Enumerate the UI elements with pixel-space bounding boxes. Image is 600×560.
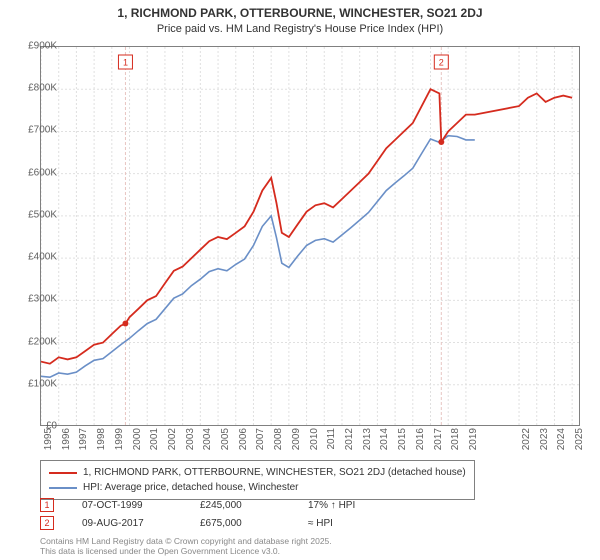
legend-row-hpi: HPI: Average price, detached house, Winc… bbox=[49, 480, 466, 495]
x-tick-label: 2024 bbox=[556, 428, 567, 456]
x-tick-label: 2011 bbox=[326, 428, 337, 456]
x-tick-label: 2025 bbox=[574, 428, 585, 456]
chart-title: 1, RICHMOND PARK, OTTERBOURNE, WINCHESTE… bbox=[0, 0, 600, 22]
legend-swatch-hpi bbox=[49, 487, 77, 489]
x-tick-label: 2016 bbox=[415, 428, 426, 456]
chart-subtitle: Price paid vs. HM Land Registry's House … bbox=[0, 22, 600, 36]
legend-label-price: 1, RICHMOND PARK, OTTERBOURNE, WINCHESTE… bbox=[83, 465, 466, 480]
event-date-2: 09-AUG-2017 bbox=[82, 518, 172, 529]
chart-container: 1, RICHMOND PARK, OTTERBOURNE, WINCHESTE… bbox=[0, 0, 600, 560]
x-tick-label: 2008 bbox=[273, 428, 284, 456]
x-tick-label: 2002 bbox=[167, 428, 178, 456]
x-tick-label: 2019 bbox=[468, 428, 479, 456]
event-row-1: 1 07-OCT-1999 £245,000 17% ↑ HPI bbox=[40, 498, 388, 512]
y-tick-label: £500K bbox=[28, 209, 57, 220]
event-note-2: ≈ HPI bbox=[308, 518, 388, 529]
x-tick-label: 2006 bbox=[238, 428, 249, 456]
event-marker-2: 2 bbox=[40, 516, 54, 530]
x-tick-label: 1997 bbox=[78, 428, 89, 456]
event-row-2: 2 09-AUG-2017 £675,000 ≈ HPI bbox=[40, 516, 388, 530]
event-date-1: 07-OCT-1999 bbox=[82, 500, 172, 511]
event-marker-1: 1 bbox=[40, 498, 54, 512]
x-tick-label: 2004 bbox=[202, 428, 213, 456]
x-tick-label: 2013 bbox=[362, 428, 373, 456]
x-tick-label: 2014 bbox=[379, 428, 390, 456]
legend-label-hpi: HPI: Average price, detached house, Winc… bbox=[83, 480, 299, 495]
y-tick-label: £400K bbox=[28, 252, 57, 263]
legend-row-price: 1, RICHMOND PARK, OTTERBOURNE, WINCHESTE… bbox=[49, 465, 466, 480]
x-tick-label: 2015 bbox=[397, 428, 408, 456]
event-note-1: 17% ↑ HPI bbox=[308, 500, 388, 511]
x-tick-label: 1999 bbox=[114, 428, 125, 456]
event-price-2: £675,000 bbox=[200, 518, 280, 529]
x-tick-label: 2017 bbox=[433, 428, 444, 456]
footer-attribution: Contains HM Land Registry data © Crown c… bbox=[40, 536, 332, 556]
x-tick-label: 2018 bbox=[450, 428, 461, 456]
x-tick-label: 2022 bbox=[521, 428, 532, 456]
footer-line-1: Contains HM Land Registry data © Crown c… bbox=[40, 536, 332, 546]
legend-swatch-price bbox=[49, 472, 77, 474]
x-tick-label: 2003 bbox=[185, 428, 196, 456]
x-tick-label: 1996 bbox=[61, 428, 72, 456]
x-tick-label: 2012 bbox=[344, 428, 355, 456]
svg-text:2: 2 bbox=[439, 58, 444, 68]
y-tick-label: £100K bbox=[28, 378, 57, 389]
footer-line-2: This data is licensed under the Open Gov… bbox=[40, 546, 332, 556]
x-tick-label: 2001 bbox=[149, 428, 160, 456]
event-price-1: £245,000 bbox=[200, 500, 280, 511]
svg-text:1: 1 bbox=[123, 58, 128, 68]
y-tick-label: £600K bbox=[28, 167, 57, 178]
y-tick-label: £300K bbox=[28, 294, 57, 305]
x-tick-label: 2007 bbox=[255, 428, 266, 456]
x-tick-label: 2009 bbox=[291, 428, 302, 456]
y-tick-label: £200K bbox=[28, 336, 57, 347]
y-tick-label: £900K bbox=[28, 41, 57, 52]
x-tick-label: 2005 bbox=[220, 428, 231, 456]
x-tick-label: 2000 bbox=[132, 428, 143, 456]
plot-svg: 12 bbox=[41, 47, 581, 427]
x-tick-label: 1998 bbox=[96, 428, 107, 456]
y-tick-label: £700K bbox=[28, 125, 57, 136]
plot-area: 12 bbox=[40, 46, 580, 426]
y-tick-label: £800K bbox=[28, 83, 57, 94]
x-tick-label: 1995 bbox=[43, 428, 54, 456]
events-table: 1 07-OCT-1999 £245,000 17% ↑ HPI 2 09-AU… bbox=[40, 498, 388, 534]
legend: 1, RICHMOND PARK, OTTERBOURNE, WINCHESTE… bbox=[40, 460, 475, 500]
x-tick-label: 2023 bbox=[539, 428, 550, 456]
x-tick-label: 2010 bbox=[309, 428, 320, 456]
